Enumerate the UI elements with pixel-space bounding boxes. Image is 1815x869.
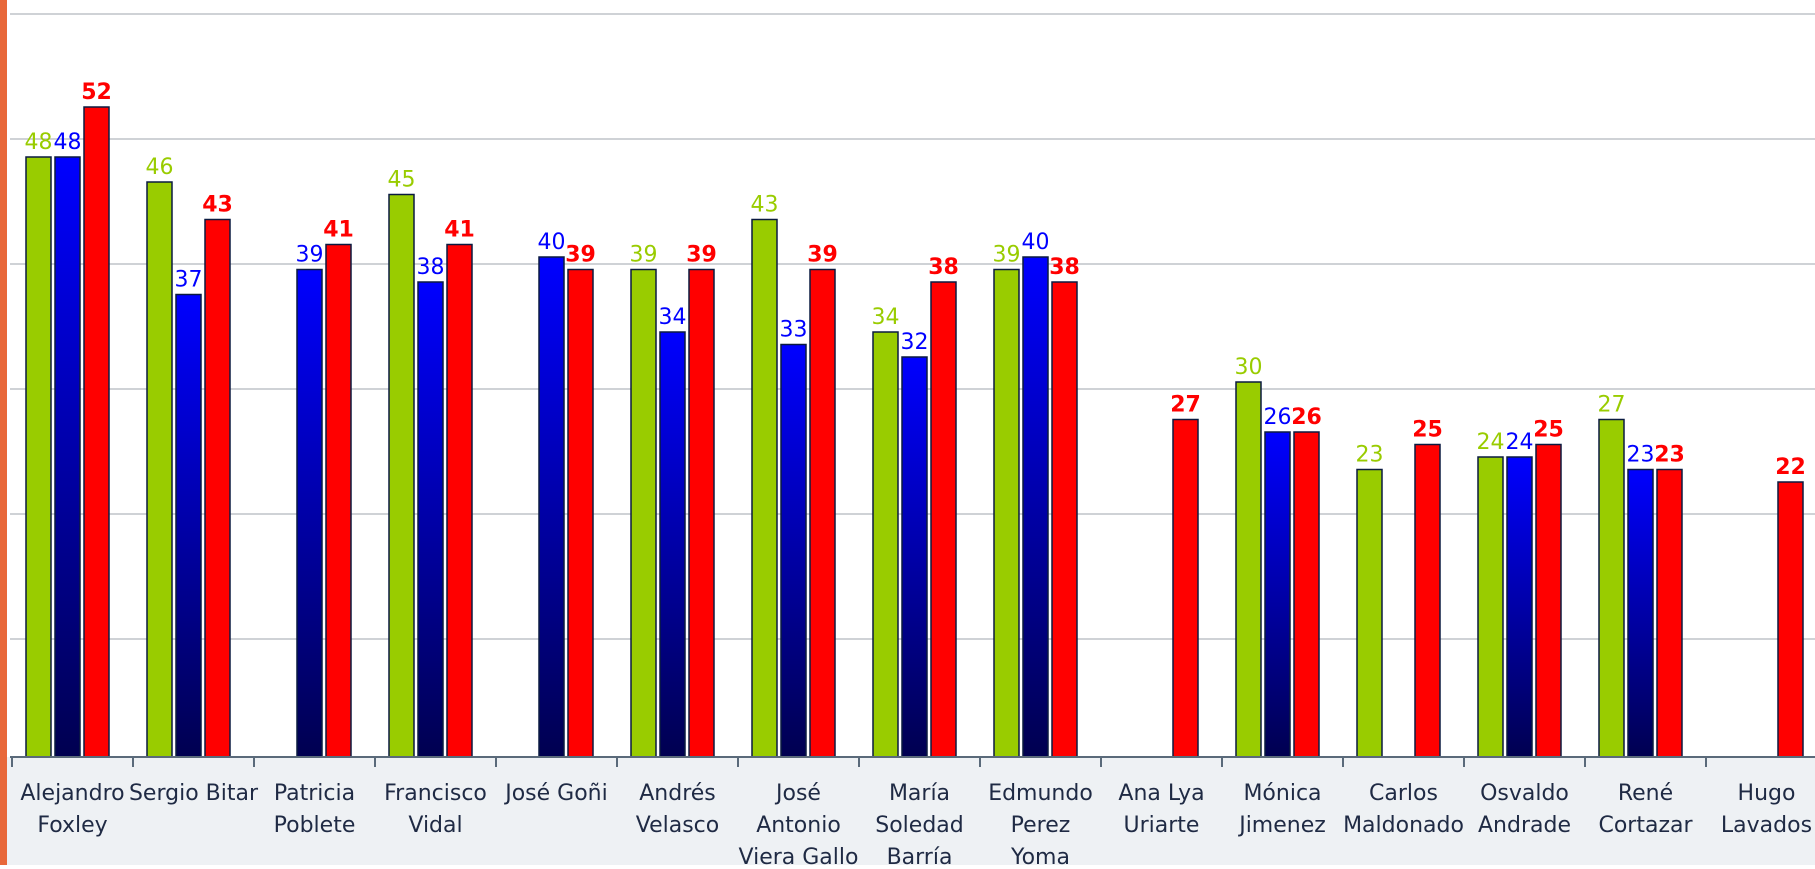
bar bbox=[175, 293, 202, 758]
data-label: 52 bbox=[81, 80, 112, 105]
data-label: 30 bbox=[1235, 355, 1263, 380]
bar bbox=[1506, 456, 1533, 758]
bar bbox=[780, 343, 807, 758]
bar bbox=[388, 193, 415, 758]
data-label: 38 bbox=[1049, 255, 1080, 280]
data-label: 24 bbox=[1506, 430, 1534, 455]
bar bbox=[1598, 418, 1625, 758]
bar bbox=[538, 256, 565, 758]
bar bbox=[54, 156, 81, 758]
bar bbox=[1293, 431, 1320, 758]
data-label: 39 bbox=[686, 243, 717, 268]
bar bbox=[1656, 468, 1683, 758]
data-label: 26 bbox=[1264, 405, 1292, 430]
bar bbox=[993, 268, 1020, 758]
data-label: 48 bbox=[25, 130, 53, 155]
data-label: 38 bbox=[928, 255, 959, 280]
data-label: 26 bbox=[1291, 405, 1322, 430]
data-label: 23 bbox=[1356, 443, 1384, 468]
data-label: 43 bbox=[202, 193, 233, 218]
data-label: 40 bbox=[1022, 230, 1050, 255]
data-label: 39 bbox=[565, 243, 596, 268]
data-label: 39 bbox=[630, 243, 658, 268]
category-label: Francisco Vidal bbox=[384, 781, 487, 838]
data-label: 48 bbox=[54, 130, 82, 155]
data-label: 33 bbox=[780, 318, 808, 343]
bar bbox=[325, 243, 352, 758]
data-label: 27 bbox=[1170, 393, 1201, 418]
bar bbox=[659, 331, 686, 758]
bar bbox=[1477, 456, 1504, 758]
bar bbox=[1356, 468, 1383, 758]
bar bbox=[567, 268, 594, 758]
bar bbox=[1777, 481, 1804, 758]
category-label: Mónica Jimenez bbox=[1237, 781, 1326, 838]
data-label: 25 bbox=[1412, 418, 1443, 443]
data-label: 24 bbox=[1477, 430, 1505, 455]
bar bbox=[1414, 443, 1441, 758]
category-label: Hugo Lavados bbox=[1721, 781, 1812, 838]
category-label: Andrés Velasco bbox=[636, 781, 720, 838]
bar bbox=[1022, 256, 1049, 758]
data-label: 38 bbox=[417, 255, 445, 280]
category-label: Carlos Maldonado bbox=[1343, 781, 1464, 838]
data-label: 22 bbox=[1775, 455, 1806, 480]
bar bbox=[809, 268, 836, 758]
bar bbox=[930, 281, 957, 758]
bar bbox=[1264, 431, 1291, 758]
data-label: 37 bbox=[175, 268, 203, 293]
data-label: 34 bbox=[659, 305, 687, 330]
category-label: Patricia Poblete bbox=[274, 781, 356, 838]
category-label: Sergio Bitar bbox=[129, 781, 259, 806]
bar bbox=[688, 268, 715, 758]
bar bbox=[1172, 418, 1199, 758]
x-axis-ticks bbox=[11, 757, 1707, 767]
left-accent-bar bbox=[0, 0, 7, 865]
data-label: 23 bbox=[1654, 443, 1685, 468]
bar bbox=[446, 243, 473, 758]
bar bbox=[25, 156, 52, 758]
bar bbox=[751, 218, 778, 758]
bar bbox=[1051, 281, 1078, 758]
category-label: Alejandro Foxley bbox=[20, 781, 124, 838]
bar bbox=[204, 218, 231, 758]
bar bbox=[872, 331, 899, 758]
data-label: 39 bbox=[993, 243, 1021, 268]
data-label: 34 bbox=[872, 305, 900, 330]
bar bbox=[83, 106, 110, 758]
data-label: 27 bbox=[1598, 393, 1626, 418]
data-label: 41 bbox=[444, 218, 475, 243]
category-label: Osvaldo Andrade bbox=[1478, 781, 1571, 838]
category-label: René Cortazar bbox=[1598, 781, 1693, 838]
bar bbox=[1627, 468, 1654, 758]
data-label: 46 bbox=[146, 155, 174, 180]
data-label: 40 bbox=[538, 230, 566, 255]
bar bbox=[630, 268, 657, 758]
bar bbox=[417, 281, 444, 758]
data-label: 41 bbox=[323, 218, 354, 243]
data-label: 39 bbox=[296, 243, 324, 268]
axis-label-band bbox=[0, 757, 1815, 865]
category-label: Ana Lya Uriarte bbox=[1118, 781, 1204, 838]
data-label: 23 bbox=[1627, 443, 1655, 468]
data-label: 43 bbox=[751, 193, 779, 218]
data-label: 25 bbox=[1533, 418, 1564, 443]
bars bbox=[25, 106, 1804, 758]
bar bbox=[146, 181, 173, 758]
bar bbox=[1235, 381, 1262, 758]
bar bbox=[1535, 443, 1562, 758]
data-label: 39 bbox=[807, 243, 838, 268]
data-label: 45 bbox=[388, 168, 416, 193]
data-label: 32 bbox=[901, 330, 929, 355]
category-label: José Goñi bbox=[503, 781, 608, 806]
bar bbox=[296, 268, 323, 758]
bar bbox=[901, 356, 928, 758]
